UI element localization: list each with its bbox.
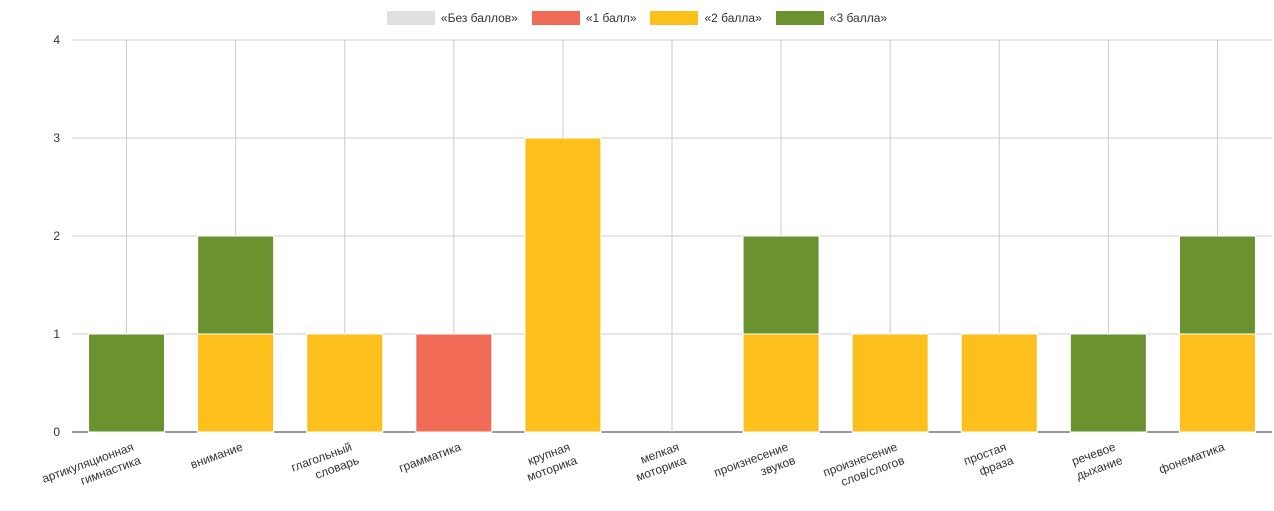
- bar-segment: [742, 235, 820, 335]
- bar-segment: [197, 235, 275, 335]
- x-tick-label: грамматика: [397, 440, 463, 476]
- x-tick-label: речевоедыхание: [1069, 439, 1124, 483]
- bar-segment: [960, 333, 1038, 433]
- y-tick-label: 4: [53, 33, 60, 47]
- legend-item[interactable]: «Без баллов»: [386, 11, 518, 25]
- bar-segment: [1178, 333, 1256, 433]
- y-tick-label: 2: [53, 229, 60, 243]
- x-tick-label: произнесениеслов/слогов: [821, 439, 906, 494]
- x-tick-label: произнесениезвуков: [712, 439, 797, 494]
- legend-label: «1 балл»: [585, 11, 637, 25]
- bar-segment: [851, 333, 929, 433]
- legend-item[interactable]: «3 балла»: [775, 11, 888, 25]
- y-tick-label: 1: [53, 327, 60, 341]
- legend-swatch: [775, 11, 824, 25]
- x-tick-label: внимание: [189, 440, 245, 472]
- legend-label: «Без баллов»: [440, 11, 518, 25]
- bar-segment: [524, 137, 602, 433]
- bar-segment: [197, 333, 275, 433]
- y-tick-label: 3: [53, 131, 60, 145]
- legend-swatch: [386, 11, 435, 25]
- x-tick-label: фонематика: [1157, 440, 1227, 477]
- x-tick-label: артикуляционнаягимнастика: [40, 439, 143, 500]
- bar-segment: [1178, 235, 1256, 335]
- x-tick-label-line: внимание: [189, 440, 245, 472]
- x-tick-label: глагольныйсловарь: [289, 439, 360, 489]
- x-tick-label-line: грамматика: [397, 440, 463, 476]
- x-tick-label: мелкаямоторика: [629, 439, 688, 484]
- bar-segment: [306, 333, 384, 433]
- legend-swatch: [650, 11, 699, 25]
- bar-segment: [415, 333, 493, 433]
- bar-segment: [88, 333, 166, 433]
- chart-legend: «Без баллов» «1 балл» «2 балла» «3 балла»: [0, 8, 1274, 28]
- legend-swatch: [531, 11, 580, 25]
- legend-item[interactable]: «2 балла»: [650, 11, 762, 25]
- bar-segment: [1069, 333, 1147, 433]
- bar-segment: [742, 333, 820, 433]
- x-tick-label: крупнаямоторика: [520, 439, 579, 484]
- x-tick-label: простаяфраза: [962, 439, 1016, 482]
- legend-item[interactable]: «1 балл»: [531, 11, 637, 25]
- legend-label: «3 балла»: [829, 11, 888, 25]
- y-tick-label: 0: [53, 425, 60, 439]
- legend-label: «2 балла»: [704, 11, 762, 25]
- x-tick-label-line: фонематика: [1157, 440, 1227, 477]
